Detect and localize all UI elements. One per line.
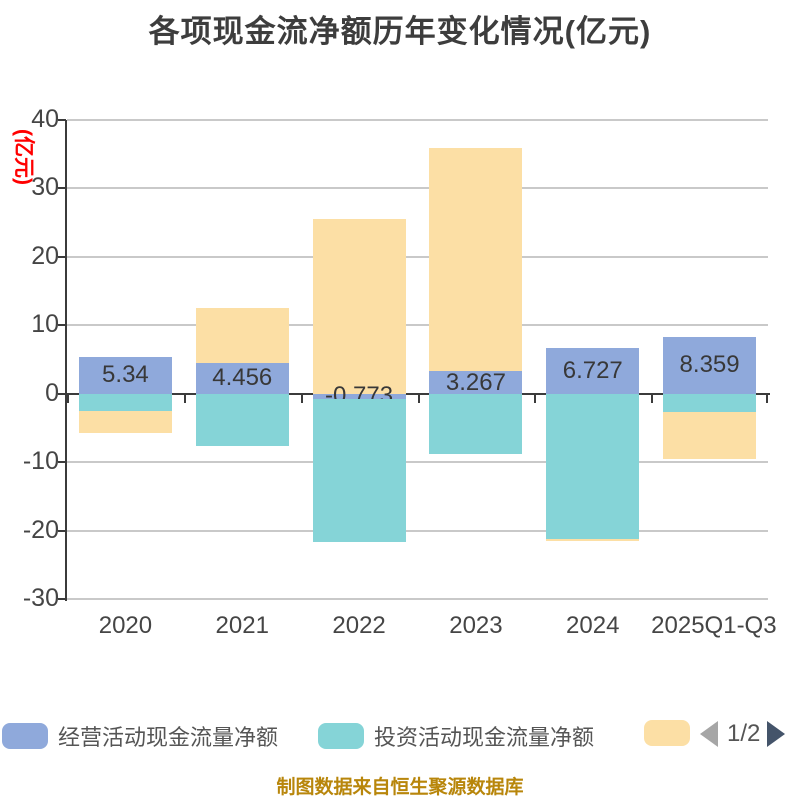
x-tick-label-2025Q1-Q3: 2025Q1-Q3 bbox=[651, 612, 777, 639]
y-axis-line bbox=[65, 120, 67, 601]
plot-area: 40 30 20 10 0 -10 -20 -30 5.34 2020 4.456 2021 -0.77… bbox=[23, 105, 777, 639]
bar-segment-series3-2024[interactable] bbox=[546, 538, 640, 541]
y-tick--10 bbox=[58, 461, 66, 464]
legend-item-investing-cash-flow[interactable]: 投资活动现金流量净额 bbox=[318, 720, 594, 752]
x-axis-boundary-tick bbox=[418, 393, 420, 403]
gridline-20 bbox=[67, 255, 768, 258]
x-tick-label-2023: 2023 bbox=[449, 612, 503, 639]
legend-item-operating-cash-flow[interactable]: 经营活动现金流量净额 bbox=[2, 720, 278, 752]
y-tick-label-20: 20 bbox=[31, 241, 59, 270]
y-tick-40 bbox=[58, 119, 66, 121]
bar-segment-series2-2023[interactable] bbox=[429, 393, 523, 454]
gridline-10 bbox=[67, 324, 768, 327]
x-axis-boundary-tick bbox=[184, 393, 186, 403]
x-axis-boundary-tick bbox=[766, 393, 768, 403]
bar-segment-series3-2025Q1-Q3[interactable] bbox=[663, 412, 757, 460]
gridline-30 bbox=[67, 187, 768, 190]
pager-previous-icon[interactable] bbox=[700, 721, 718, 747]
y-tick-10 bbox=[58, 324, 66, 327]
y-tick-label--30: -30 bbox=[22, 584, 59, 612]
bar-value-label-2020: 5.34 bbox=[102, 361, 149, 389]
x-tick-label-2021: 2021 bbox=[215, 612, 269, 639]
x-tick-label-2024: 2024 bbox=[566, 612, 620, 639]
gridline--10 bbox=[67, 461, 768, 464]
bar-value-label-2021: 4.456 bbox=[212, 364, 273, 392]
legend-item-third-series[interactable] bbox=[644, 720, 700, 746]
bar-segment-series2-2021[interactable] bbox=[195, 393, 289, 446]
x-axis-boundary-tick bbox=[534, 393, 536, 403]
bar-segment-series3-2021[interactable] bbox=[195, 307, 289, 364]
y-tick--30 bbox=[58, 598, 66, 600]
y-tick-label--10: -10 bbox=[22, 447, 59, 476]
bar-segment-series2-2024[interactable] bbox=[546, 393, 640, 539]
bar-segment-series2-2020[interactable] bbox=[78, 393, 172, 411]
legend-label-investing: 投资活动现金流量净额 bbox=[374, 725, 595, 750]
y-tick-label-10: 10 bbox=[31, 310, 59, 339]
bar-segment-series2-2025Q1-Q3[interactable] bbox=[663, 393, 757, 413]
legend-pager: 1/2 bbox=[700, 720, 786, 748]
y-tick-label--20: -20 bbox=[22, 515, 59, 544]
y-tick-label-40: 40 bbox=[31, 105, 59, 133]
pager-next-icon[interactable] bbox=[767, 721, 786, 747]
bar-segment-series3-2020[interactable] bbox=[78, 410, 172, 433]
bar-segment-series1-2021[interactable]: 4.456 bbox=[195, 363, 289, 394]
y-tick-20 bbox=[58, 255, 66, 258]
x-axis-boundary-tick bbox=[301, 393, 303, 403]
investing-series-swatch-icon bbox=[318, 723, 364, 749]
y-tick-label-30: 30 bbox=[31, 173, 59, 202]
bar-value-label-2024: 6.727 bbox=[562, 356, 623, 384]
bar-value-label-2023: 3.267 bbox=[445, 368, 506, 396]
bar-segment-series1-2020[interactable]: 5.34 bbox=[78, 357, 172, 394]
bar-segment-series1-2024[interactable]: 6.727 bbox=[546, 347, 640, 394]
gridline--30 bbox=[67, 598, 768, 600]
legend: 经营活动现金流量净额 投资活动现金流量净额 1/2 bbox=[0, 720, 800, 750]
bar-segment-series2-2022[interactable] bbox=[312, 399, 406, 543]
x-tick-label-2022: 2022 bbox=[332, 612, 386, 639]
y-tick-30 bbox=[58, 187, 66, 190]
x-tick-label-2020: 2020 bbox=[98, 612, 153, 639]
bar-segment-series1-2025Q1-Q3[interactable]: 8.359 bbox=[663, 336, 757, 394]
chart-title: 各项现金流净额历年变化情况(亿元) bbox=[148, 14, 652, 49]
y-tick-0 bbox=[58, 392, 66, 395]
gridline--20 bbox=[67, 529, 768, 532]
x-axis-boundary-tick bbox=[651, 393, 653, 403]
pager-page-indicator: 1/2 bbox=[727, 720, 761, 747]
bar-segment-series3-2022[interactable] bbox=[312, 218, 406, 394]
bar-segment-series1-2023[interactable]: 3.267 bbox=[429, 369, 523, 396]
operating-series-swatch-icon bbox=[2, 723, 48, 749]
bar-segment-series3-2023[interactable] bbox=[429, 147, 523, 372]
legend-label-operating: 经营活动现金流量净额 bbox=[58, 725, 279, 750]
bar-value-label-2025Q1-Q3: 8.359 bbox=[679, 351, 740, 379]
x-axis-boundary-tick bbox=[67, 393, 69, 403]
third-series-swatch-icon bbox=[644, 720, 690, 746]
data-source-note: 制图数据来自恒生聚源数据库 bbox=[276, 777, 524, 798]
gridline-40 bbox=[67, 119, 768, 121]
y-tick--20 bbox=[58, 529, 66, 532]
y-tick-label-0: 0 bbox=[45, 378, 59, 407]
